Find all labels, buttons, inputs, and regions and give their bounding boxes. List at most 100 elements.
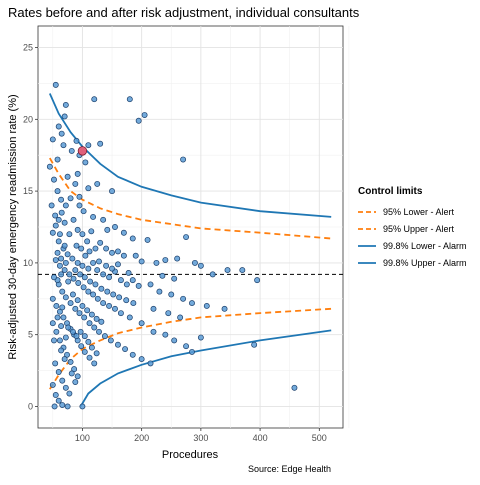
x-axis-label: Procedures [162, 449, 219, 461]
scatter-point [86, 320, 93, 327]
scatter-point [65, 324, 72, 331]
scatter-point [147, 281, 154, 288]
scatter-point [109, 188, 115, 195]
y-tick-label: 0 [28, 401, 33, 411]
legend: Control limits 95% Lower - Alert 95% Uppe… [358, 186, 467, 268]
scatter-point [150, 305, 157, 312]
scatter-point [58, 209, 65, 216]
scatter-point [51, 274, 57, 281]
scatter-point [74, 373, 81, 380]
y-tick-label: 10 [23, 258, 33, 268]
y-tick-label: 15 [23, 186, 33, 196]
scatter-point [51, 337, 57, 344]
scatter-point [74, 170, 81, 177]
scatter-point [73, 137, 80, 144]
scatter-point [85, 288, 92, 295]
scatter-point [87, 278, 94, 285]
scatter-point [92, 281, 99, 288]
scatter-point [52, 360, 59, 367]
legend-label: 95% Upper - Alert [383, 224, 455, 234]
scatter-point [92, 245, 99, 252]
scatter-point [55, 369, 62, 375]
scatter-point [51, 403, 58, 410]
scatter-point [120, 229, 127, 236]
scatter-point [180, 156, 187, 163]
scatter-point [56, 231, 63, 238]
scatter-point [97, 239, 104, 246]
scatter-point [100, 300, 107, 307]
scatter-point [189, 300, 195, 307]
scatter-point [73, 333, 80, 340]
scatter-point [62, 294, 69, 301]
scatter-point [49, 381, 56, 388]
scatter-point [116, 294, 123, 301]
scatter-point [81, 274, 88, 281]
scatter-point [141, 112, 148, 118]
scatter-point [52, 81, 59, 88]
scatter-point [59, 377, 66, 384]
scatter-point [65, 278, 72, 285]
scatter-point [58, 271, 65, 278]
scatter-point [165, 310, 172, 317]
scatter-point [62, 259, 69, 266]
scatter-point [191, 259, 198, 266]
scatter-point [51, 176, 57, 183]
scatter-point [69, 255, 76, 262]
control-limit-line [48, 93, 332, 218]
scatter-point [129, 277, 136, 284]
scatter-point [239, 267, 246, 274]
scatter-point [53, 303, 60, 309]
scatter-point [81, 348, 88, 355]
scatter-point [61, 219, 68, 226]
scatter-point [68, 370, 75, 377]
scatter-point [138, 258, 145, 265]
scatter-point [101, 333, 108, 340]
scatter-point [84, 238, 91, 245]
scatter-point [150, 328, 157, 335]
scatter-point [49, 229, 56, 236]
scatter-point [62, 334, 69, 341]
scatter-point [110, 291, 117, 298]
x-tick-label: 100 [75, 433, 90, 443]
scatter-point [79, 403, 86, 410]
scatter-point [88, 344, 95, 351]
scatter-point [168, 291, 175, 298]
scatter-point [59, 402, 66, 408]
y-tick-label: 20 [23, 114, 33, 124]
scatter-point [117, 277, 124, 284]
scatter-point [59, 304, 66, 311]
scatter-point [123, 281, 130, 288]
scatter-point [120, 252, 127, 259]
scatter-point [162, 257, 169, 263]
legend-label: 95% Lower - Alert [383, 207, 455, 217]
scatter-point [94, 180, 101, 187]
y-tick-label: 25 [23, 43, 33, 53]
scatter-point [64, 173, 71, 180]
scatter-point [104, 288, 111, 295]
scatter-point [94, 295, 101, 302]
scatter-point [156, 288, 163, 295]
scatter-point [112, 305, 118, 312]
scatter-point [78, 343, 85, 350]
scatter-point [70, 275, 77, 282]
scatter-point [70, 216, 77, 223]
scatter-point [54, 249, 61, 256]
scatter-point [66, 231, 73, 238]
scatter-point [189, 348, 195, 355]
scatter-point [67, 300, 74, 307]
scatter-point [67, 359, 74, 365]
scatter-point [79, 303, 86, 309]
scatter-point [183, 343, 190, 350]
scatter-point [159, 272, 166, 279]
scatter-point [56, 262, 63, 269]
scatter-point [80, 284, 87, 291]
scatter-point [117, 310, 124, 317]
scatter-point [69, 328, 76, 335]
scatter-point [96, 258, 102, 265]
scatter-point [123, 297, 130, 304]
scatter-point [64, 251, 71, 258]
scatter-point [138, 320, 145, 327]
scatter-point [109, 265, 115, 272]
scatter-point [55, 397, 62, 404]
